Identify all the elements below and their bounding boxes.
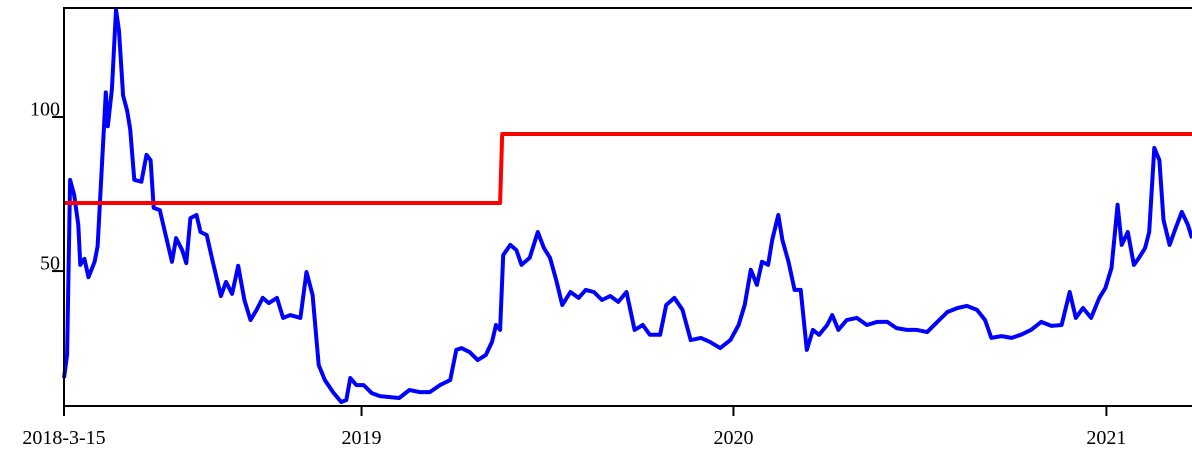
data-line	[64, 132, 1192, 205]
x-tick-label: 2018-3-15	[22, 427, 105, 449]
x-tick-label: 2021	[1086, 427, 1126, 449]
x-tick-label: 2020	[713, 427, 753, 449]
x-tick-label: 2019	[342, 427, 382, 449]
y-tick-label: 100	[30, 99, 60, 121]
data-line	[62, 7, 1192, 404]
plot-frame	[63, 7, 1192, 407]
y-tick-label: 50	[40, 253, 60, 275]
